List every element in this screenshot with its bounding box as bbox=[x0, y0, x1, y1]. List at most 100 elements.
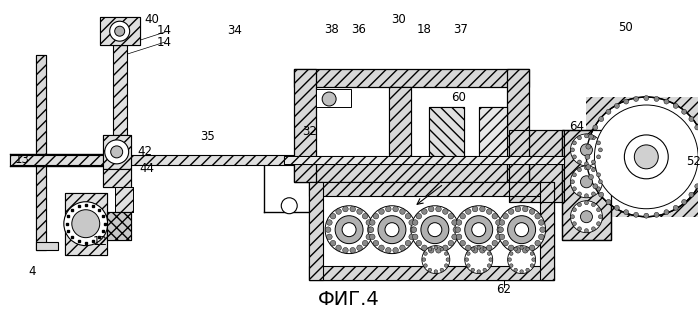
Circle shape bbox=[466, 209, 471, 214]
Circle shape bbox=[64, 202, 108, 246]
Circle shape bbox=[664, 99, 669, 104]
Circle shape bbox=[428, 206, 434, 212]
Circle shape bbox=[452, 220, 457, 225]
Bar bbox=[99, 17, 139, 45]
Text: 62: 62 bbox=[496, 283, 511, 296]
Circle shape bbox=[598, 180, 603, 184]
Circle shape bbox=[596, 187, 601, 191]
Bar bbox=[316, 89, 351, 107]
Circle shape bbox=[409, 220, 414, 225]
Circle shape bbox=[530, 264, 534, 267]
Bar bbox=[479, 107, 507, 160]
Circle shape bbox=[368, 206, 416, 254]
Circle shape bbox=[465, 246, 493, 274]
Circle shape bbox=[578, 168, 582, 172]
Circle shape bbox=[589, 174, 594, 179]
Circle shape bbox=[281, 198, 298, 214]
Bar bbox=[389, 87, 411, 162]
Circle shape bbox=[584, 229, 589, 233]
Circle shape bbox=[514, 268, 517, 272]
Circle shape bbox=[526, 268, 529, 272]
Circle shape bbox=[350, 206, 356, 212]
Circle shape bbox=[578, 227, 582, 231]
Bar bbox=[309, 182, 554, 280]
Circle shape bbox=[422, 246, 450, 274]
Bar bbox=[316, 87, 507, 162]
Circle shape bbox=[416, 213, 421, 219]
Circle shape bbox=[529, 245, 535, 251]
Bar bbox=[479, 107, 507, 160]
Circle shape bbox=[473, 206, 478, 212]
Circle shape bbox=[416, 240, 421, 246]
Circle shape bbox=[584, 194, 589, 198]
Circle shape bbox=[596, 222, 601, 226]
Circle shape bbox=[456, 220, 462, 225]
Bar bbox=[103, 169, 131, 187]
Circle shape bbox=[370, 220, 375, 225]
Circle shape bbox=[596, 173, 601, 177]
Circle shape bbox=[492, 213, 498, 219]
Circle shape bbox=[508, 246, 536, 274]
Circle shape bbox=[492, 240, 498, 246]
Circle shape bbox=[538, 220, 544, 225]
Circle shape bbox=[644, 95, 649, 100]
Circle shape bbox=[615, 205, 620, 210]
Bar bbox=[10, 155, 294, 165]
Bar bbox=[509, 130, 564, 202]
Circle shape bbox=[386, 206, 391, 212]
Circle shape bbox=[487, 252, 491, 256]
Bar bbox=[309, 182, 323, 280]
Circle shape bbox=[496, 234, 501, 240]
Circle shape bbox=[570, 148, 575, 152]
Circle shape bbox=[379, 209, 384, 214]
Circle shape bbox=[580, 176, 592, 188]
Circle shape bbox=[654, 96, 659, 101]
Bar bbox=[103, 169, 131, 187]
Circle shape bbox=[440, 268, 444, 272]
Circle shape bbox=[115, 26, 125, 36]
Circle shape bbox=[498, 227, 503, 232]
Circle shape bbox=[508, 245, 514, 251]
Circle shape bbox=[592, 202, 596, 207]
Circle shape bbox=[529, 209, 535, 214]
Circle shape bbox=[442, 209, 448, 214]
Bar bbox=[389, 87, 411, 162]
Circle shape bbox=[498, 206, 545, 254]
Text: 50: 50 bbox=[618, 21, 633, 34]
Circle shape bbox=[592, 192, 596, 196]
Circle shape bbox=[598, 192, 603, 197]
Circle shape bbox=[573, 141, 576, 145]
Circle shape bbox=[580, 144, 592, 156]
Circle shape bbox=[508, 216, 536, 244]
Circle shape bbox=[497, 227, 503, 232]
Circle shape bbox=[580, 211, 592, 223]
Circle shape bbox=[573, 208, 576, 212]
Circle shape bbox=[370, 234, 375, 240]
Circle shape bbox=[483, 268, 486, 272]
Text: 30: 30 bbox=[391, 13, 406, 26]
Circle shape bbox=[105, 140, 129, 164]
Bar bbox=[36, 55, 46, 250]
Circle shape bbox=[343, 206, 348, 212]
Circle shape bbox=[477, 246, 480, 249]
Circle shape bbox=[440, 247, 444, 251]
Bar bbox=[106, 212, 131, 240]
Circle shape bbox=[508, 258, 512, 261]
Circle shape bbox=[585, 154, 590, 159]
Circle shape bbox=[465, 216, 493, 244]
Bar bbox=[65, 193, 106, 255]
Circle shape bbox=[378, 216, 406, 244]
Circle shape bbox=[695, 184, 700, 189]
Circle shape bbox=[110, 21, 130, 41]
Circle shape bbox=[634, 212, 638, 217]
Text: ФИГ.4: ФИГ.4 bbox=[318, 290, 380, 309]
Circle shape bbox=[421, 209, 427, 214]
Circle shape bbox=[682, 109, 687, 114]
Circle shape bbox=[535, 213, 540, 219]
Bar bbox=[540, 182, 554, 280]
Circle shape bbox=[327, 220, 332, 225]
Circle shape bbox=[444, 264, 448, 267]
Text: 44: 44 bbox=[139, 162, 154, 175]
Circle shape bbox=[363, 213, 368, 219]
Circle shape bbox=[592, 136, 596, 140]
